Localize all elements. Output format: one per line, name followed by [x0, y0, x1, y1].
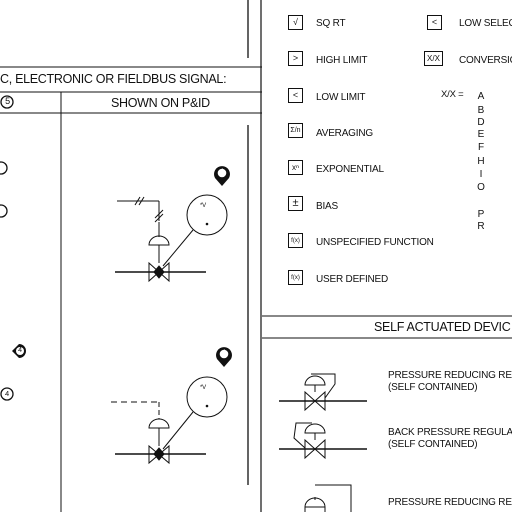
column-shown-header: SHOWN ON P&ID — [111, 96, 210, 110]
instrument-bubble-1 — [186, 194, 228, 236]
regulator-1-line2: (SELF CONTAINED) — [388, 382, 478, 393]
instrument-label-2: *V — [200, 385, 206, 391]
conversion-letter-i: I — [479, 169, 483, 180]
sqrt-label: SQ RT — [316, 18, 346, 29]
high-limit-symbol: > — [288, 51, 303, 66]
averaging-label: AVERAGING — [316, 128, 373, 139]
pressure-reducing-regulator-1 — [279, 373, 367, 412]
bias-symbol: ± — [288, 196, 303, 211]
unspecified-function-symbol: f(x) — [288, 233, 303, 248]
conversion-letter-p: P — [477, 209, 485, 220]
regulator-3-line1: PRESSURE REDUCING REG — [388, 497, 512, 508]
left-bubble-1 — [0, 161, 8, 175]
low-select-label: LOW SELEC — [459, 18, 512, 29]
back-pressure-regulator — [279, 422, 367, 460]
exponential-symbol: xⁿ — [288, 160, 303, 175]
conversion-symbol: X/X — [424, 51, 443, 66]
conversion-letter-d: D — [477, 117, 485, 128]
conversion-letter-f: F — [477, 142, 485, 153]
regulator-2-line1: BACK PRESSURE REGULATO — [388, 427, 512, 438]
conversion-letter-a: A — [477, 91, 485, 102]
high-limit-label: HIGH LIMIT — [316, 55, 368, 66]
tag-marker-left-label: 4 — [18, 347, 22, 354]
low-select-symbol: < — [427, 15, 442, 30]
user-defined-symbol: f(x) — [288, 270, 303, 285]
unspecified-function-label: UNSPECIFIED FUNCTION — [316, 237, 434, 248]
conversion-letter-o: O — [477, 182, 485, 193]
regulator-2-line2: (SELF CONTAINED) — [388, 439, 478, 450]
tag-marker-1-label: 4 — [220, 169, 224, 175]
left-bubble-3 — [0, 387, 14, 401]
self-actuated-header: SELF ACTUATED DEVIC — [374, 320, 511, 334]
low-limit-symbol: < — [288, 88, 303, 103]
conversion-prefix: X/X = — [441, 89, 464, 100]
averaging-symbol: Σ/n — [288, 123, 303, 138]
column-number: 5 — [5, 96, 10, 106]
regulator-1-line1: PRESSURE REDUCING REGU — [388, 370, 512, 381]
conversion-letter-r: R — [477, 221, 485, 232]
sqrt-symbol: √ — [288, 15, 303, 30]
conversion-letter-h: H — [477, 156, 485, 167]
left-bubble-3-label: 4 — [5, 389, 9, 398]
low-limit-label: LOW LIMIT — [316, 92, 366, 103]
conversion-letter-b: B — [477, 105, 485, 116]
signal-header: C, ELECTRONIC OR FIELDBUS SIGNAL: — [0, 72, 227, 86]
bias-label: BIAS — [316, 201, 338, 212]
conversion-label: CONVERSIO — [459, 55, 512, 66]
user-defined-label: USER DEFINED — [316, 274, 389, 285]
instrument-bubble-2 — [186, 376, 228, 418]
left-bubble-2 — [0, 204, 8, 218]
conversion-letter-e: E — [477, 129, 485, 140]
control-valve-electronic — [115, 194, 228, 283]
tag-marker-2-label: 4 — [222, 350, 226, 356]
exponential-label: EXPONENTIAL — [316, 164, 384, 175]
instrument-label-1: *V — [200, 203, 206, 209]
pressure-reducing-regulator-2 — [304, 484, 352, 512]
column-number-circle — [0, 95, 14, 109]
control-valve-pneumatic — [111, 376, 228, 465]
